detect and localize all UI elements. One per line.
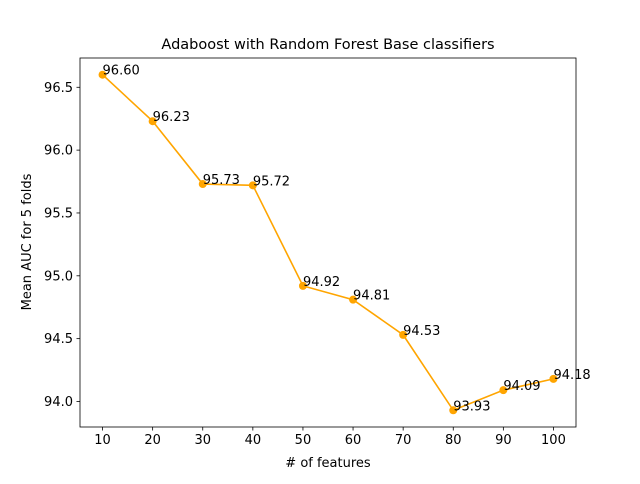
axes-frame	[79, 57, 577, 428]
data-label: 95.73	[203, 173, 240, 188]
data-point	[198, 180, 207, 189]
plot-area: 10 20 30 40 50 60 70 80 90 100 94.0 94.5 95.0 95.5 96.…	[44, 57, 591, 448]
data-point	[298, 281, 307, 290]
data-point	[499, 386, 508, 395]
x-tick-label: 20	[144, 433, 161, 448]
data-label: 94.92	[303, 275, 340, 290]
data-label: 96.60	[103, 64, 140, 79]
y-tick-label: 96.5	[44, 81, 73, 96]
y-tick-label: 94.0	[44, 395, 73, 410]
data-label: 94.18	[553, 368, 590, 383]
chart-title: Adaboost with Random Forest Base classif…	[161, 37, 494, 53]
x-axis-label: # of features	[285, 456, 371, 471]
x-tick-label: 90	[495, 433, 512, 448]
data-label: 95.72	[253, 174, 290, 189]
data-point	[549, 374, 558, 383]
data-label: 93.93	[453, 399, 490, 414]
x-tick-label: 50	[295, 433, 312, 448]
x-tick-label: 70	[395, 433, 412, 448]
x-tick-label: 60	[345, 433, 362, 448]
x-tick-label: 40	[245, 433, 262, 448]
data-label: 94.53	[403, 324, 440, 339]
data-point	[399, 330, 408, 339]
data-label: 94.09	[503, 379, 540, 394]
series-line	[102, 74, 554, 412]
data-point	[148, 117, 157, 126]
data-point	[98, 70, 107, 79]
y-axis-label: Mean AUC for 5 folds	[20, 173, 35, 310]
data-label: 96.23	[153, 110, 190, 125]
x-tick-label: 100	[541, 433, 566, 448]
y-tick-label: 95.0	[44, 269, 73, 284]
x-tick-label: 10	[94, 433, 111, 448]
y-tick-label: 96.0	[44, 144, 73, 159]
x-tick-label: 80	[445, 433, 462, 448]
data-label: 94.81	[353, 289, 390, 304]
data-point	[248, 181, 257, 190]
y-tick-label: 94.5	[44, 332, 73, 347]
y-tick-label: 95.5	[44, 206, 73, 221]
data-point	[349, 295, 358, 304]
data-point	[449, 406, 458, 415]
x-tick-label: 30	[194, 433, 211, 448]
